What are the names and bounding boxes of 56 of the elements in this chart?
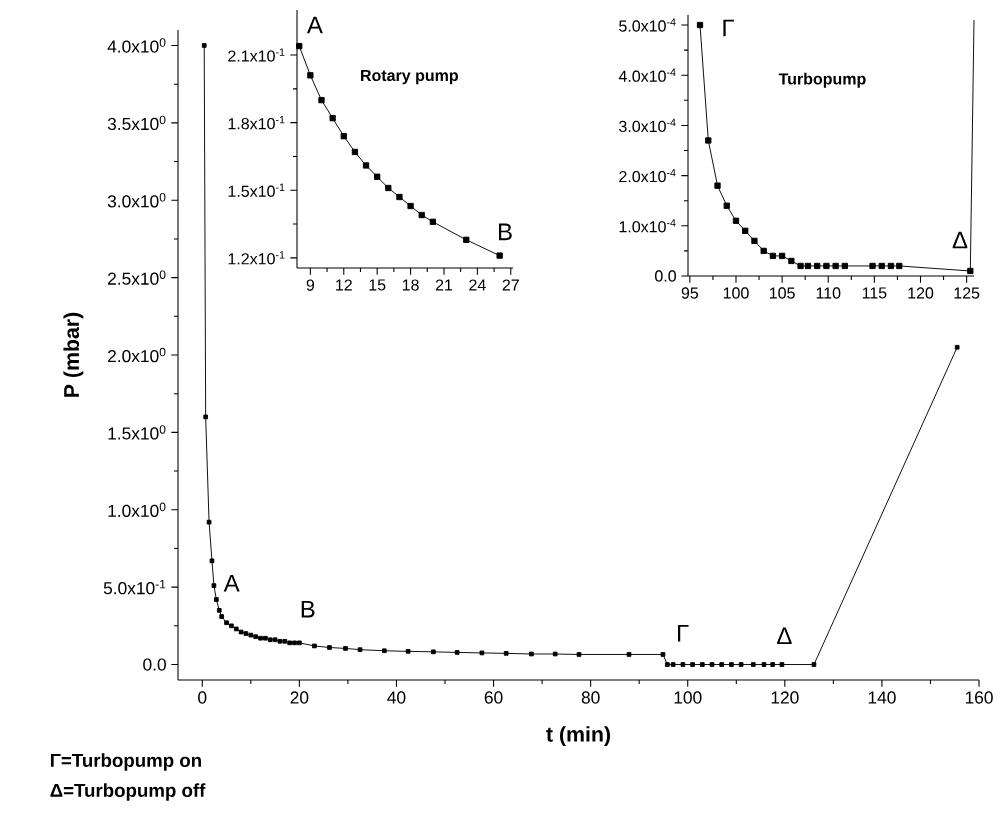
x-tick-label: 120 <box>771 691 799 704</box>
x-tick-label: 15 <box>369 279 386 291</box>
annotation: A <box>223 574 240 592</box>
y-tick-label: 1.0x10$^{-4}$ <box>619 219 676 233</box>
x-tick-label: 9 <box>306 279 315 291</box>
x-tick-label: 160 <box>965 691 993 704</box>
x-tick-label: 95 <box>681 287 699 299</box>
y-tick-label: 3.0x10$^{-4}$ <box>619 118 676 133</box>
annotation: B <box>498 223 512 241</box>
x-tick-label: 21 <box>435 279 453 291</box>
x-tick-label: 100 <box>674 691 702 704</box>
y-tick-label: 0.0 <box>143 658 166 671</box>
y-tick-label: 1.0x10$^{0}$ <box>108 502 166 517</box>
y-tick-label: 1.5x10$^{-1}$ <box>228 183 285 197</box>
annotation: Γ <box>678 624 689 642</box>
x-tick-label: 24 <box>469 279 486 291</box>
y-tick-label: 5.0x10$^{-4}$ <box>619 18 676 32</box>
y-tick-label: 1.2x10$^{-1}$ <box>228 251 285 265</box>
annotation: Δ <box>952 231 968 249</box>
y-tick-label: 2.0x10$^{0}$ <box>108 347 166 363</box>
text: Γ=Turbopump on <box>50 753 201 771</box>
x-tick-label: 105 <box>769 287 795 299</box>
y-tick-label: 0.0 <box>655 270 677 282</box>
x-tick-label: 18 <box>402 279 419 291</box>
y-tick-label: 3.5x10$^{0}$ <box>107 115 166 131</box>
x-tick-label: 110 <box>816 287 841 299</box>
x-tick-label: 100 <box>723 287 749 299</box>
text: Rotary pump <box>361 69 458 85</box>
y-tick-label: 2.5x10$^{0}$ <box>108 270 166 285</box>
x-axis-title: t (min) <box>546 726 611 747</box>
x-tick-label: 20 <box>290 691 309 704</box>
text: Δ=Turbopump off <box>50 783 206 801</box>
x-tick-label: 27 <box>502 279 519 291</box>
y-tick-label: 5.0x10$^{-1}$ <box>103 579 166 595</box>
y-tick-label: 4.0x10$^{-4}$ <box>618 68 676 82</box>
y-tick-label: 1.8x10$^{-1}$ <box>228 116 285 130</box>
y-tick-label: 4.0x10$^{0}$ <box>107 38 166 53</box>
x-tick-label: 120 <box>908 287 934 299</box>
y-tick-label: 2.1x10$^{-1}$ <box>228 48 285 62</box>
y-tick-label: 2.0x10$^{-4}$ <box>619 168 676 183</box>
annotation: B <box>301 600 315 618</box>
y-tick-label: 3.0x10$^{0}$ <box>107 193 166 208</box>
x-tick-label: 0 <box>198 691 207 704</box>
annotation: Δ <box>777 627 792 645</box>
x-tick-label: 140 <box>868 691 896 704</box>
x-tick-label: 12 <box>336 279 352 291</box>
text: Turbopump <box>778 72 866 88</box>
annotation: A <box>306 16 323 34</box>
y-axis-title: P (mbar) <box>63 312 84 397</box>
x-tick-label: 80 <box>581 691 600 704</box>
annotation: Γ <box>723 19 734 37</box>
x-tick-label: 115 <box>862 287 887 299</box>
x-tick-label: 40 <box>387 691 406 704</box>
y-tick-label: 1.5x10$^{0}$ <box>108 425 166 440</box>
x-tick-label: 125 <box>954 287 980 299</box>
x-tick-label: 60 <box>484 691 503 704</box>
